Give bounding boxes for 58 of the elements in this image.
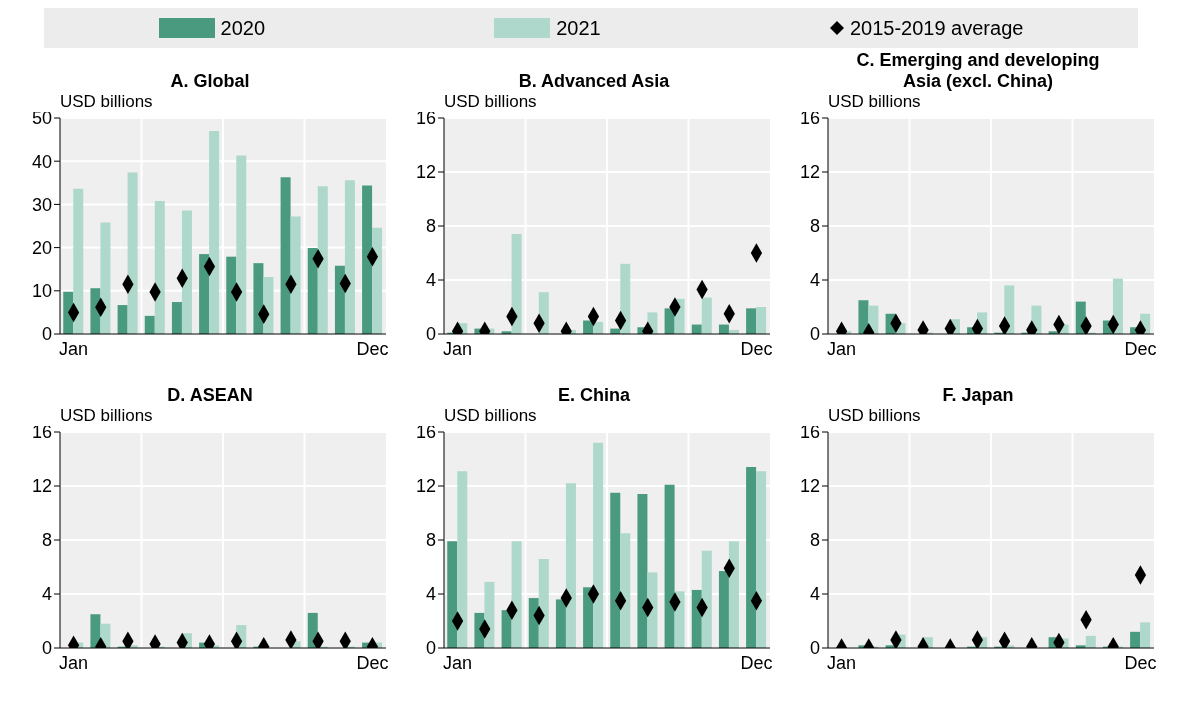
x-tick-label: Dec <box>740 338 773 359</box>
legend-label: 2021 <box>556 16 601 40</box>
x-tick-label: Jan <box>443 652 473 673</box>
y-tick-label: 8 <box>425 530 436 551</box>
y-axis-title: USD billions <box>828 92 921 111</box>
x-tick-label: Jan <box>827 652 857 673</box>
y-axis-title: USD billions <box>828 406 921 425</box>
y-tick-label: 0 <box>425 638 436 659</box>
x-tick-label: Dec <box>1124 652 1157 673</box>
chart-title: F. Japan <box>941 384 1015 406</box>
y-tick-label: 8 <box>809 216 820 237</box>
x-tick-label: Dec <box>356 652 389 673</box>
legend-label: 2020 <box>220 16 266 40</box>
chart-title: C. Emerging and developing Asia (excl. China) <box>855 49 1101 92</box>
y-tick-label: 8 <box>425 216 436 237</box>
y-tick-label: 12 <box>415 476 436 497</box>
y-axis-title: USD billions <box>444 406 537 425</box>
x-tick-label: Dec <box>1124 338 1157 359</box>
chart-title: B. Advanced Asia <box>517 70 671 92</box>
y-tick-label: 12 <box>799 476 820 497</box>
y-tick-label: 4 <box>41 584 52 605</box>
chart-title: A. Global <box>169 70 251 92</box>
y-axis-title: USD billions <box>60 406 153 425</box>
y-tick-label: 0 <box>41 324 52 345</box>
y-tick-label: 0 <box>809 324 820 345</box>
x-tick-label: Jan <box>59 652 89 673</box>
y-tick-label: 16 <box>799 108 820 129</box>
x-tick-label: Dec <box>740 652 773 673</box>
chart-title: E. China <box>557 384 631 406</box>
legend-label: 2015-2019 average <box>849 16 1024 40</box>
y-tick-label: 10 <box>31 281 52 302</box>
y-tick-label: 12 <box>31 476 52 497</box>
y-tick-label: 0 <box>425 324 436 345</box>
x-tick-label: Jan <box>827 338 857 359</box>
y-tick-label: 30 <box>31 194 52 215</box>
y-axis-title: USD billions <box>444 92 537 111</box>
chart-title: D. ASEAN <box>166 384 254 406</box>
y-tick-label: 16 <box>415 108 436 129</box>
y-tick-label: 4 <box>809 584 820 605</box>
y-tick-label: 12 <box>415 162 436 183</box>
y-tick-label: 40 <box>31 151 52 172</box>
y-tick-label: 4 <box>809 270 820 291</box>
y-tick-label: 16 <box>799 422 820 443</box>
x-tick-label: Jan <box>59 338 89 359</box>
y-tick-label: 16 <box>31 422 52 443</box>
y-tick-label: 16 <box>415 422 436 443</box>
y-tick-label: 12 <box>799 162 820 183</box>
y-tick-label: 20 <box>31 237 52 258</box>
y-tick-label: 8 <box>809 530 820 551</box>
y-tick-label: 0 <box>41 638 52 659</box>
y-tick-label: 0 <box>809 638 820 659</box>
y-tick-label: 4 <box>425 270 436 291</box>
y-tick-label: 4 <box>425 584 436 605</box>
x-tick-label: Dec <box>356 338 389 359</box>
y-tick-label: 8 <box>41 530 52 551</box>
y-axis-title: USD billions <box>60 92 153 111</box>
x-tick-label: Jan <box>443 338 473 359</box>
y-tick-label: 50 <box>31 108 52 129</box>
